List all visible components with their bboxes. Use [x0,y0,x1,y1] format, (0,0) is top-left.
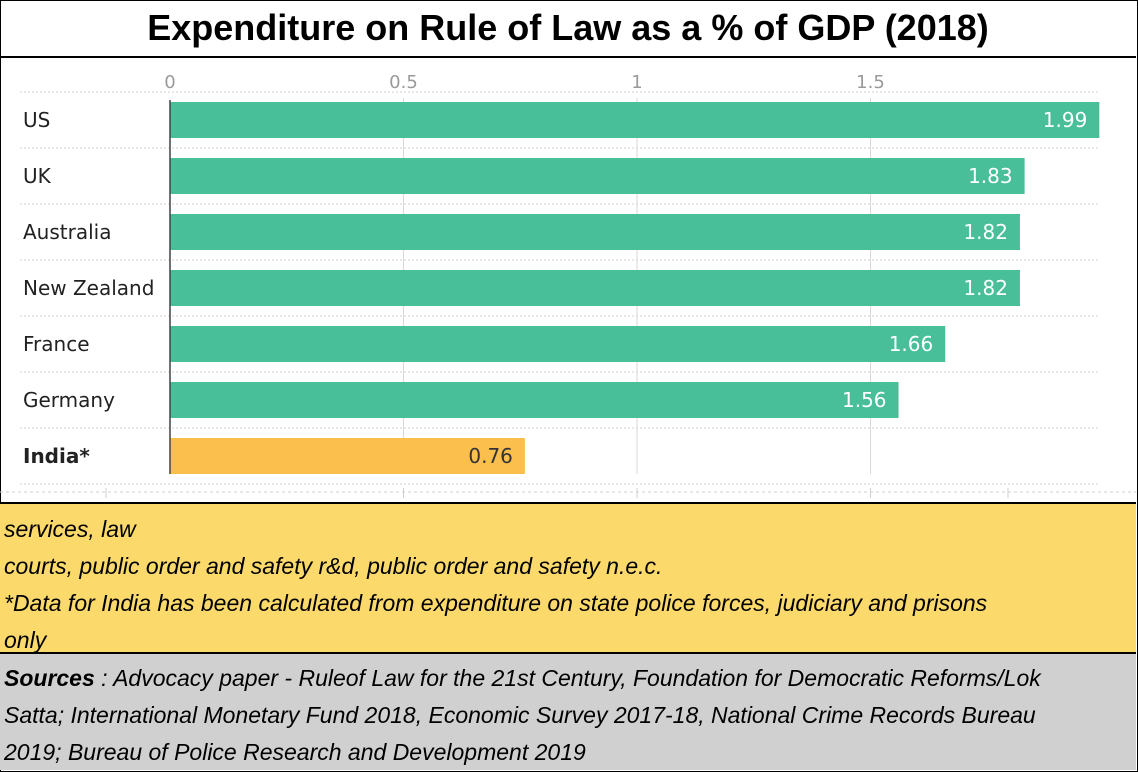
bar-new-zealand [170,270,1020,306]
sources-panel: Sources : Advocacy paper - Ruleof Law fo… [0,654,1136,770]
bar-chart: 0 0.5 1 1.5 1.99 1.83 1.82 1.82 1.66 1.56 0.76 US… [0,72,1136,498]
category-labels: US UK Australia New Zealand France Germany Ind… [23,108,154,468]
sources-line: 2019; Bureau of Police Research and Deve… [4,739,586,765]
category-label: New Zealand [23,276,154,300]
bar-value-label: 1.99 [1043,108,1088,132]
bar-value-label: 1.83 [968,164,1013,188]
x-tick-label: 0.5 [389,72,418,93]
note-line: *Data for India has been calculated from… [4,590,988,616]
category-label: US [23,108,50,132]
note-line: courts, public order and safety r&d, pub… [4,553,663,579]
category-label: Germany [23,388,115,412]
bar-australia [170,214,1020,250]
category-label: India* [23,444,90,468]
bar-value-label: 1.82 [963,276,1008,300]
category-label: Australia [23,220,111,244]
bar-value-label: 1.82 [963,220,1008,244]
x-tick-label: 1.5 [856,72,885,93]
chart-title: Expenditure on Rule of Law as a % of GDP… [0,0,1136,58]
sources-text: : Advocacy paper - Ruleof Law for the 21… [94,665,1041,691]
note-line: only [4,627,47,653]
x-axis-ticks: 0 0.5 1 1.5 [164,72,885,93]
bar-germany [170,382,899,418]
bar-france [170,326,946,362]
bar-value-label: 1.56 [842,388,887,412]
bar-uk [170,158,1025,194]
bar-india [170,438,525,474]
bar-us [170,102,1100,138]
sources-label: Sources [4,665,95,691]
x-tick-label: 1 [631,72,642,93]
bar-value-label: 1.66 [889,332,934,356]
sources-line: Sources : Advocacy paper - Ruleof Law fo… [4,660,1132,697]
bar-value-label: 0.76 [468,444,513,468]
bars: 1.99 1.83 1.82 1.82 1.66 1.56 0.76 [170,102,1100,474]
category-label: UK [23,164,52,188]
note-line: services, law [4,516,136,542]
category-label: France [23,332,90,356]
notes-panel: services, law courts, public order and s… [0,502,1136,654]
x-tick-label: 0 [164,72,175,93]
sources-line: Satta; International Monetary Fund 2018,… [4,702,1036,728]
